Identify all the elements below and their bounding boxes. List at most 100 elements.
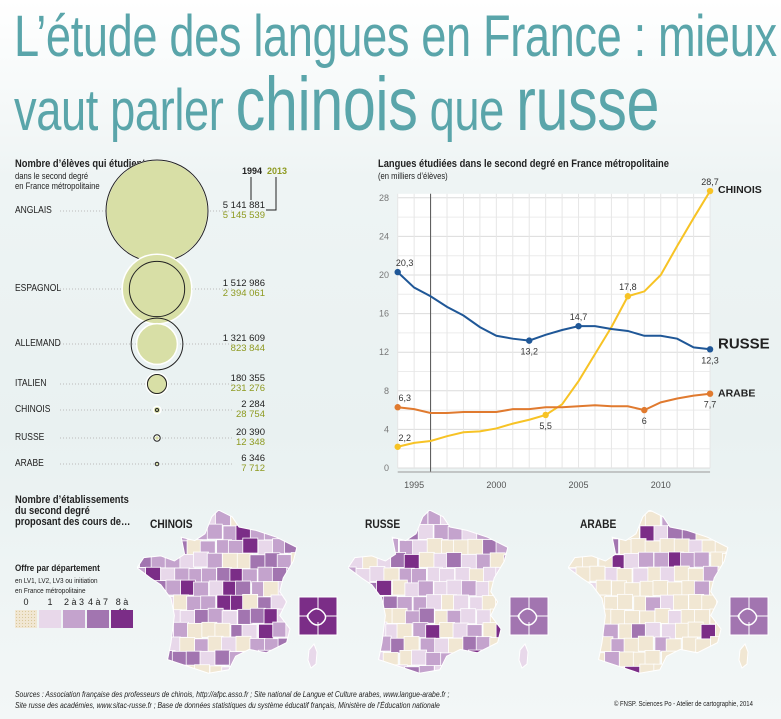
department	[469, 680, 484, 685]
department	[369, 566, 386, 582]
department	[299, 567, 314, 582]
data-label: 2,2	[398, 433, 411, 443]
department	[576, 538, 593, 554]
department	[299, 510, 314, 525]
department	[348, 624, 359, 641]
department	[729, 540, 744, 555]
department	[144, 538, 161, 555]
department	[617, 511, 634, 528]
department	[708, 664, 725, 674]
x-tick-label: 2005	[569, 480, 589, 490]
maps-heading: Nombre d’établissements du second degré pr…	[15, 495, 130, 528]
department	[583, 665, 600, 674]
value-1994: 6 346	[241, 453, 265, 464]
value-1994: 1 321 609	[222, 333, 265, 344]
department	[222, 552, 238, 569]
department	[589, 681, 604, 685]
department	[257, 566, 274, 583]
department	[291, 637, 297, 654]
department	[661, 511, 678, 528]
legend-subtitle: en LV1, LV2, LV3 ou initiation	[15, 576, 98, 585]
department	[306, 582, 321, 597]
plot-area	[397, 193, 711, 469]
department	[510, 567, 525, 582]
department	[583, 607, 599, 624]
department	[674, 680, 689, 685]
department	[137, 609, 153, 626]
department	[356, 622, 373, 639]
department	[724, 636, 728, 653]
department	[137, 680, 147, 685]
maps-heading-line: du second degré	[15, 505, 90, 517]
circle-2013	[145, 372, 169, 396]
department	[390, 552, 407, 568]
department	[568, 511, 578, 528]
x-tick-label: 1995	[404, 480, 424, 490]
department	[153, 524, 170, 541]
department	[426, 594, 442, 611]
language-label: ITALIEN	[15, 378, 47, 389]
department	[284, 650, 297, 667]
department	[271, 652, 288, 669]
data-point	[706, 346, 714, 353]
department	[417, 523, 434, 540]
corsica	[738, 643, 749, 669]
department	[348, 537, 358, 554]
department	[659, 566, 676, 583]
department	[483, 651, 500, 668]
department	[137, 567, 147, 584]
department	[630, 538, 647, 554]
y-tick-label: 20	[379, 270, 389, 280]
department	[568, 525, 585, 542]
department	[172, 540, 189, 557]
y-tick-label: 12	[379, 347, 389, 357]
department	[348, 679, 359, 685]
department	[216, 567, 233, 584]
department	[399, 511, 415, 528]
department	[482, 539, 499, 555]
department	[263, 581, 279, 597]
department	[144, 593, 161, 610]
data-label: 5,5	[539, 421, 552, 431]
department	[467, 538, 484, 555]
department	[623, 553, 640, 569]
maps-heading-line: Nombre d’établissements	[15, 494, 129, 506]
department	[597, 525, 614, 542]
inset-boundaries	[730, 597, 768, 635]
value-1994: 1 512 986	[222, 278, 265, 289]
department	[187, 681, 202, 685]
department	[164, 636, 181, 653]
department	[179, 553, 196, 570]
department	[574, 594, 591, 611]
department	[659, 538, 676, 555]
department	[433, 524, 450, 540]
department	[348, 594, 358, 610]
department	[179, 637, 196, 653]
department	[202, 678, 217, 685]
department	[418, 551, 435, 568]
department	[383, 512, 400, 528]
department	[166, 524, 182, 541]
department	[610, 609, 627, 625]
department	[137, 539, 148, 556]
value-2013: 823 844	[230, 343, 265, 354]
department	[577, 650, 594, 667]
department	[215, 510, 231, 526]
series-name-chinois: CHINOIS	[718, 184, 762, 196]
department	[355, 510, 372, 527]
x-tick-label: 2000	[486, 480, 506, 490]
department	[481, 511, 498, 527]
department	[517, 664, 532, 679]
data-label: 28,7	[701, 177, 719, 187]
value-1994: 5 141 881	[222, 200, 265, 211]
department	[495, 566, 508, 583]
department	[285, 681, 300, 685]
department	[403, 554, 420, 570]
circle-1994	[128, 260, 186, 318]
sources-line-1: Sources : Association française des prof…	[15, 690, 450, 699]
department	[270, 510, 287, 526]
circles-subheading: en France métropolitaine	[15, 181, 100, 191]
department	[588, 623, 605, 639]
department	[653, 551, 670, 568]
department	[688, 680, 703, 685]
